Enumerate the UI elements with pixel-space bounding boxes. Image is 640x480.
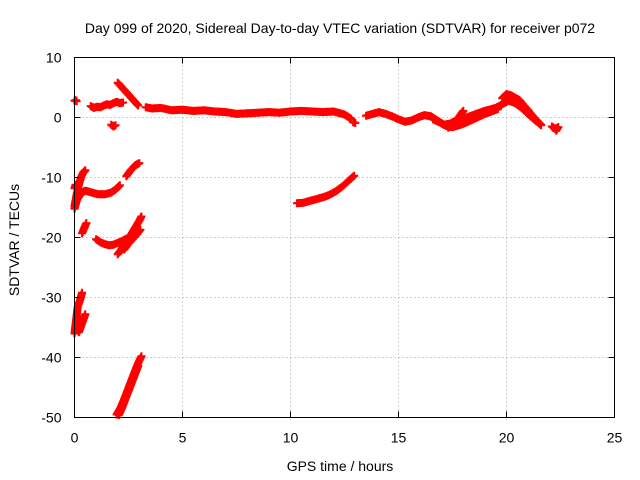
data-point [72,97,81,106]
data-point [137,352,146,361]
data-point [81,310,90,319]
x-tick-label: 5 [179,430,187,446]
data-segment [429,105,502,132]
y-tick-label: -40 [41,350,61,366]
x-axis-label: GPS time / hours [287,458,394,474]
data-segment [113,78,143,110]
y-tick-label: -50 [41,410,61,426]
data-points [70,78,563,420]
data-point [71,180,80,189]
data-point [351,118,360,127]
data-point [119,98,128,107]
data-point [135,159,144,168]
data-segment [141,103,355,123]
data-point [459,106,468,115]
data-point [134,361,143,370]
data-segment [70,96,81,106]
data-point [136,225,145,234]
axis-ticks [74,57,615,418]
y-tick-label: 0 [54,110,62,126]
data-segment [120,225,145,254]
data-point [134,101,143,110]
y-tick-label: -30 [41,290,61,306]
chart-title: Day 099 of 2020, Sidereal Day-to-day VTE… [85,20,595,36]
data-segment [70,181,124,213]
data-segment [444,106,468,132]
x-tick-label: 20 [499,430,515,446]
data-point [552,126,561,135]
tick-labels: 0 5 10 15 20 25 -50 -40 -30 -20 -10 0 10 [41,50,622,446]
data-point [78,288,87,297]
x-tick-label: 10 [283,430,299,446]
x-tick-label: 0 [71,430,79,446]
data-point [137,212,146,221]
data-segment [114,361,143,420]
y-tick-label: -10 [41,170,61,186]
data-point [537,121,546,130]
data-point [493,105,502,114]
x-tick-label: 15 [391,430,407,446]
data-segment [498,90,546,130]
data-segment [74,310,90,337]
data-segment [122,159,144,181]
y-tick-label: -20 [41,230,61,246]
x-tick-label: 25 [607,430,623,446]
data-segment [107,120,120,131]
data-segment [113,212,146,259]
data-segment [292,171,359,208]
data-segment [86,97,128,112]
data-segment [547,122,563,135]
data-point [81,166,90,175]
data-segment [78,219,91,238]
data-segment [349,118,360,127]
y-axis-label: SDTVAR / TECUs [6,184,22,296]
y-tick-label: 10 [46,50,62,66]
data-point [111,121,120,130]
data-point [350,171,359,180]
data-point [115,181,124,190]
data-point [82,219,91,228]
